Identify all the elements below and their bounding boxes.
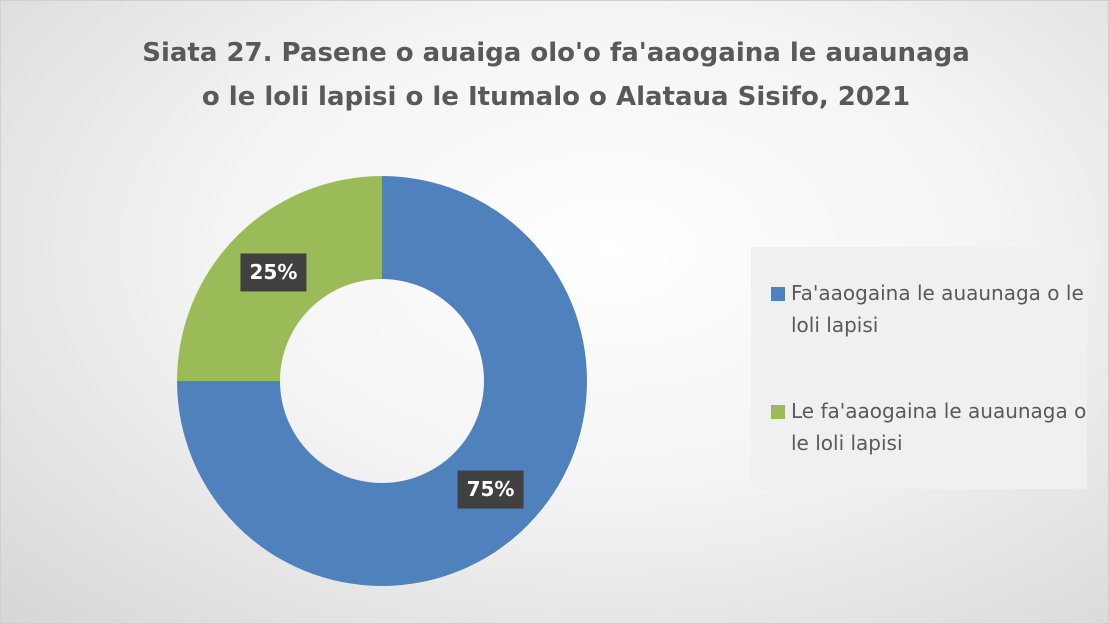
chart-title: Siata 27. Pasene o auaiga olo'o fa'aaoga… xyxy=(142,38,970,112)
data-label-box xyxy=(240,253,307,292)
legend: Fa'aaogaina le auaunaga o le loli lapisi… xyxy=(751,247,1087,489)
data-label-box xyxy=(457,470,524,509)
data-label: 75% xyxy=(467,477,515,501)
legend-entry: Le fa'aaogaina le auaunaga o le loli lap… xyxy=(771,395,1101,459)
legend-swatch xyxy=(771,287,785,301)
legend-label: Le fa'aaogaina le auaunaga o le loli lap… xyxy=(791,399,1087,455)
data-label: 25% xyxy=(250,260,298,284)
legend-label: Fa'aaogaina le auaunaga o le loli lapisi xyxy=(791,281,1084,337)
legend-swatch xyxy=(771,405,785,419)
legend-entry: Fa'aaogaina le auaunaga o le loli lapisi xyxy=(771,277,1101,341)
